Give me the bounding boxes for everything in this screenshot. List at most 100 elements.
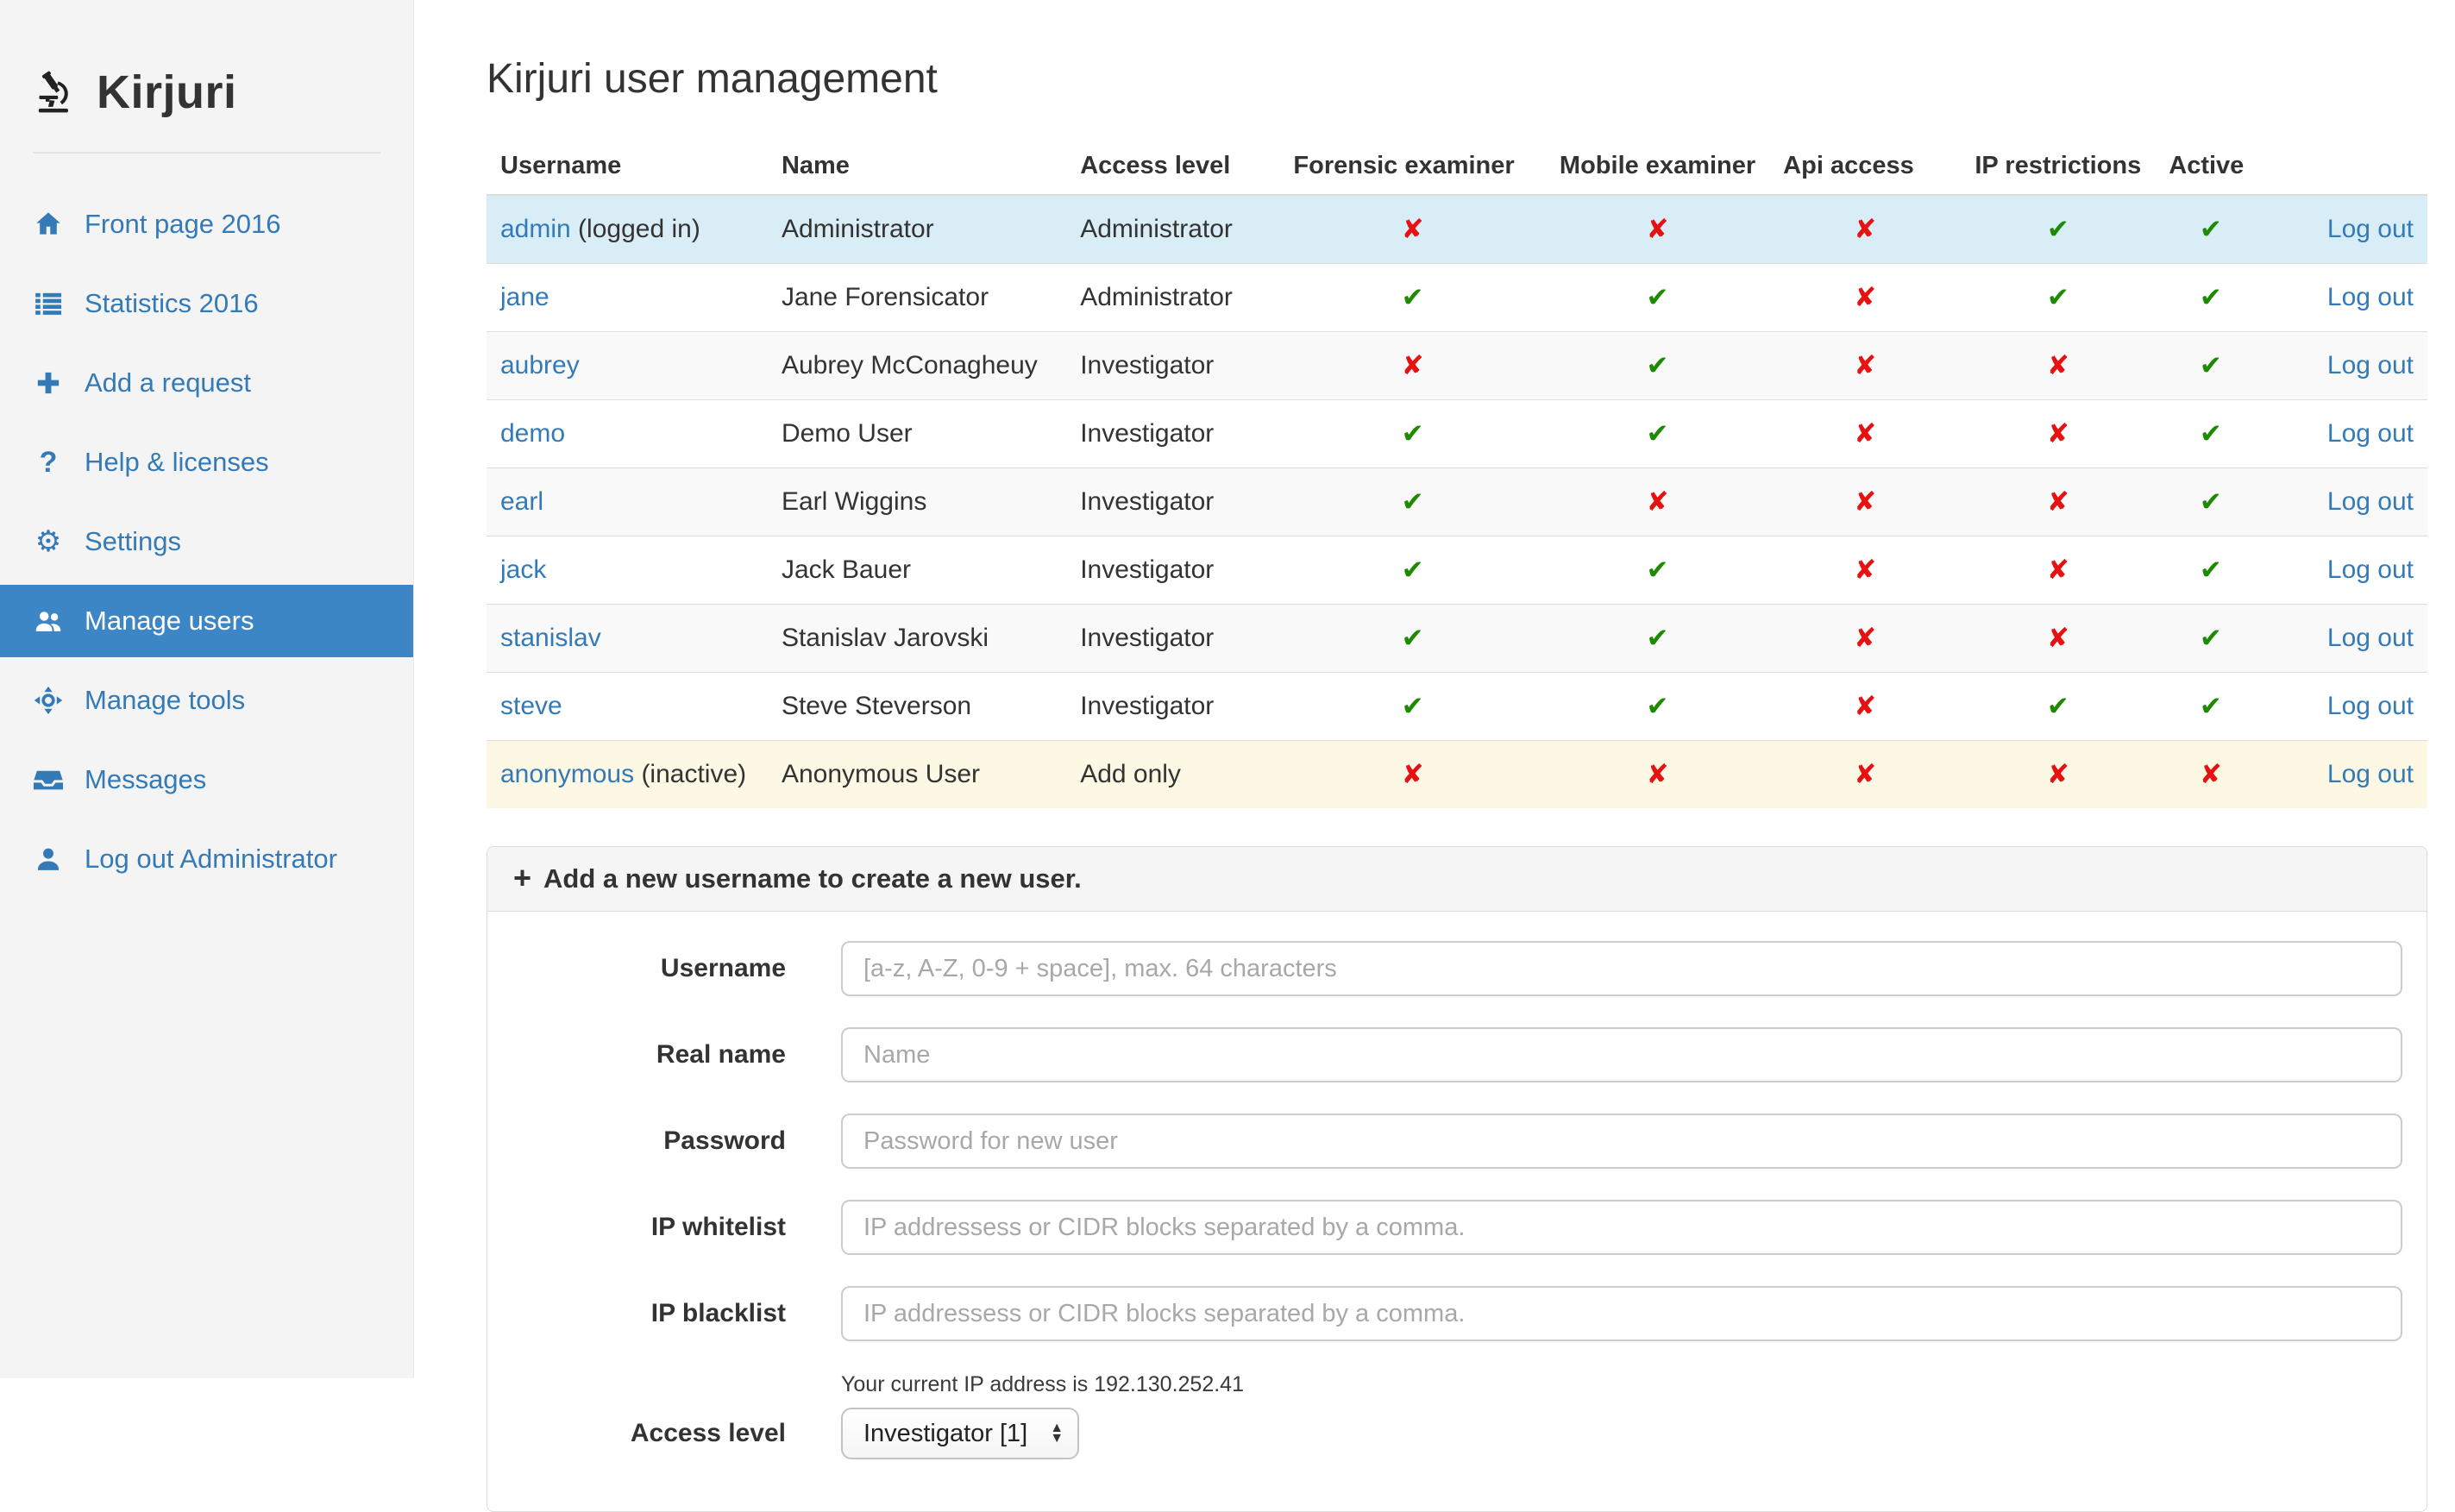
access-level-cell: Investigator (1066, 467, 1280, 536)
cross-icon: ✘ (1854, 418, 1877, 449)
username-input[interactable] (841, 941, 2402, 996)
logout-link[interactable]: Log out (2326, 419, 2414, 448)
ip-cell: ✘ (1961, 604, 2156, 673)
username-link[interactable]: demo (500, 419, 566, 448)
forensic-cell: ✔ (1279, 672, 1546, 741)
check-icon: ✔ (1646, 623, 1669, 653)
access-level-cell: Investigator (1066, 536, 1280, 605)
api-cell: ✘ (1769, 536, 1962, 605)
username-link[interactable]: jack (500, 555, 547, 584)
name-cell: Earl Wiggins (767, 467, 1067, 536)
check-icon: ✔ (2199, 214, 2222, 244)
ip-cell: ✘ (1961, 467, 2156, 536)
ip-cell: ✘ (1961, 536, 2156, 605)
access-level-label: Access level (630, 1419, 786, 1447)
password-label: Password (663, 1126, 786, 1155)
access-level-cell: Investigator (1066, 672, 1280, 741)
username-link[interactable]: jane (500, 283, 549, 311)
sidebar-item-settings[interactable]: ⚙ Settings (0, 505, 413, 578)
cross-icon: ✘ (2199, 759, 2222, 789)
username-link[interactable]: anonymous (500, 760, 635, 788)
access-level-cell: Administrator (1066, 194, 1280, 264)
logout-link[interactable]: Log out (2326, 283, 2414, 311)
sidebar-item-help-licenses[interactable]: ? Help & licenses (0, 426, 413, 499)
ip-cell: ✔ (1961, 263, 2156, 332)
sidebar-item-manage-tools[interactable]: Manage tools (0, 664, 413, 737)
logout-cell: Log out (2266, 194, 2427, 264)
check-icon: ✔ (2199, 555, 2222, 585)
user-table: Username Name Access level Forensic examine… (487, 138, 2427, 808)
sidebar: Kirjuri Front page 2016 Statistics 2016 Ad… (0, 0, 414, 1378)
select-stepper-icon: ▲ ▼ (1050, 1421, 1064, 1446)
password-input[interactable] (841, 1114, 2402, 1169)
forensic-cell: ✘ (1279, 331, 1546, 400)
name-cell: Demo User (767, 399, 1067, 468)
sidebar-item-add-a-request[interactable]: Add a request (0, 347, 413, 419)
page-title: Kirjuri user management (487, 56, 938, 102)
username-row: Username (512, 941, 2402, 996)
api-cell: ✘ (1769, 604, 1962, 673)
access-level-cell: Investigator (1066, 399, 1280, 468)
sidebar-nav: Front page 2016 Statistics 2016 Add a requ… (0, 188, 413, 902)
username-cell: demo (487, 399, 768, 468)
cross-icon: ✘ (2046, 759, 2069, 789)
access-level-row: Access level Investigator [1] ▲ ▼ (512, 1408, 2402, 1459)
access-level-cell: Add only (1066, 740, 1280, 808)
sidebar-item-front-page-2016[interactable]: Front page 2016 (0, 188, 413, 260)
username-cell: steve (487, 672, 768, 741)
username-link[interactable]: earl (500, 487, 544, 516)
logout-cell: Log out (2266, 672, 2427, 741)
sidebar-item-log-out-administrator[interactable]: Log out Administrator (0, 823, 413, 895)
sidebar-item-statistics-2016[interactable]: Statistics 2016 (0, 267, 413, 340)
logout-link[interactable]: Log out (2326, 487, 2414, 516)
cross-icon: ✘ (1401, 214, 1424, 244)
username-cell: admin (logged in) (487, 194, 768, 264)
table-row-stanislav: stanislav Stanislav Jarovski Investigator ✔… (487, 604, 2427, 673)
gear-icon: ⚙ (35, 525, 62, 558)
logout-link[interactable]: Log out (2326, 555, 2414, 584)
username-link[interactable]: aubrey (500, 351, 580, 380)
main-content: Kirjuri user management Username Name Acce… (487, 0, 2427, 1512)
name-cell: Aubrey McConagheuy (767, 331, 1067, 400)
column-header-username: Username (487, 138, 768, 196)
sidebar-item-label: Statistics 2016 (85, 288, 259, 318)
username-link[interactable]: stanislav (500, 624, 601, 652)
cross-icon: ✘ (1646, 214, 1669, 244)
logout-link[interactable]: Log out (2326, 351, 2414, 380)
access-level-select[interactable]: Investigator [1] ▲ ▼ (841, 1408, 1080, 1459)
ip-blacklist-input[interactable] (841, 1286, 2402, 1341)
ip-whitelist-input[interactable] (841, 1200, 2402, 1255)
column-header-name: Name (767, 138, 1067, 196)
ip-cell: ✔ (1961, 672, 2156, 741)
username-link[interactable]: admin (500, 215, 571, 243)
check-icon: ✔ (1646, 691, 1669, 721)
cross-icon: ✘ (2046, 350, 2069, 380)
logout-link[interactable]: Log out (2326, 692, 2414, 720)
active-cell: ✔ (2155, 672, 2267, 741)
logout-cell: Log out (2266, 740, 2427, 808)
real-name-input[interactable] (841, 1027, 2402, 1082)
active-cell: ✔ (2155, 467, 2267, 536)
access-level-cell: Administrator (1066, 263, 1280, 332)
api-cell: ✘ (1769, 467, 1962, 536)
check-icon: ✔ (2199, 486, 2222, 517)
sidebar-item-manage-users[interactable]: Manage users (0, 585, 413, 657)
cross-icon: ✘ (1401, 350, 1424, 380)
name-cell: Anonymous User (767, 740, 1067, 808)
forensic-cell: ✔ (1279, 604, 1546, 673)
username-link[interactable]: steve (500, 692, 562, 720)
access-level-cell: Investigator (1066, 331, 1280, 400)
table-row-admin: admin (logged in) Administrator Administra… (487, 194, 2427, 264)
logout-link[interactable]: Log out (2326, 624, 2414, 652)
check-icon: ✔ (1646, 555, 1669, 585)
ip-whitelist-row: IP whitelist (512, 1200, 2402, 1255)
logout-link[interactable]: Log out (2326, 760, 2414, 788)
active-cell: ✔ (2155, 331, 2267, 400)
sidebar-item-messages[interactable]: Messages (0, 743, 413, 816)
table-row-steve: steve Steve Steverson Investigator ✔ ✔ ✘ ✔ ✔ Log… (487, 672, 2427, 741)
mobile-cell: ✘ (1545, 467, 1770, 536)
cross-icon: ✘ (2046, 623, 2069, 653)
plus-icon (33, 367, 64, 398)
column-header-forensic-examiner: Forensic examiner (1279, 138, 1546, 196)
logout-link[interactable]: Log out (2326, 215, 2414, 243)
